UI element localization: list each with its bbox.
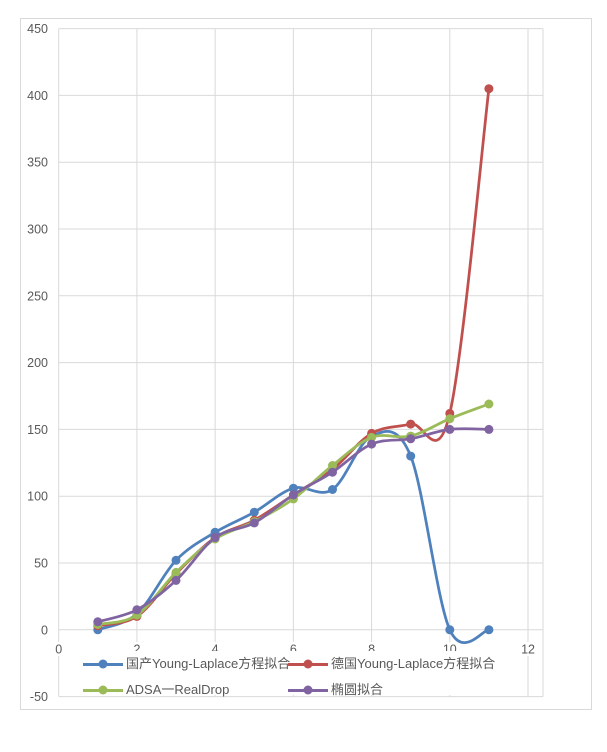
legend-item-german-young-laplace[interactable]: 德国Young-Laplace方程拟合 [288,656,495,672]
legend-item-ellipse-fit[interactable]: 椭圆拟合 [288,682,383,698]
legend-label: ADSA一RealDrop [126,682,230,697]
y-axis-tick-label: 0 [41,623,48,637]
x-label-backing [48,642,69,656]
data-point-marker [171,567,181,577]
x-axis-tick-label: 6 [290,643,297,657]
data-point-marker [367,439,377,449]
data-point-marker [484,424,494,434]
legend-line-marker-icon [288,659,328,669]
data-point-marker [249,507,259,517]
data-point-marker [93,617,103,627]
data-point-marker [132,605,142,615]
data-point-marker [171,555,181,565]
data-point-marker [171,575,181,585]
data-point-marker [328,461,337,470]
y-axis-tick-label: 350 [27,156,48,170]
data-point-marker [445,424,455,434]
data-point-marker [328,467,337,477]
legend-label: 国产Young-Laplace方程拟合 [126,656,291,671]
data-point-marker [445,625,455,635]
y-axis-tick-label: 100 [27,490,48,504]
data-point-marker [484,84,494,94]
y-axis-tick-label: 200 [27,356,48,370]
x-axis-tick-label: 4 [212,643,219,657]
y-axis-tick-label: 450 [27,22,48,36]
legend-item-adsa-realdrop[interactable]: ADSA一RealDrop [83,682,229,698]
data-point-marker [367,432,377,442]
data-point-marker [445,414,455,424]
legend-line-marker-icon [83,659,123,669]
data-point-marker [484,399,494,409]
data-point-marker [249,518,259,528]
x-axis-tick-label: 8 [368,643,375,657]
chart-border [20,18,592,710]
legend-item-domestic-young-laplace[interactable]: 国产Young-Laplace方程拟合 [83,656,290,672]
legend-line-marker-icon [288,685,328,695]
y-axis-tick-label: 300 [27,223,48,237]
data-point-marker [328,485,337,494]
data-point-marker [406,434,416,444]
data-point-marker [484,625,494,635]
x-axis-tick-label: 12 [521,643,535,657]
data-point-marker [288,490,298,500]
series-3 [93,424,494,627]
data-point-marker [210,533,220,543]
y-axis-tick-label: 150 [27,423,48,437]
y-axis-tick-label: 50 [34,557,48,571]
y-axis-tick-label: 400 [27,89,48,103]
x-label-backing [518,642,539,656]
data-point-marker [406,419,416,429]
legend-label: 德国Young-Laplace方程拟合 [331,656,496,671]
x-axis-tick-label: 0 [55,643,62,657]
x-axis-tick-label: 2 [133,643,140,657]
data-point-marker [288,483,298,493]
legend-label: 椭圆拟合 [331,682,384,697]
legend-background [75,651,511,695]
legend-line-marker-icon [83,685,123,695]
y-axis-tick-label: 250 [27,289,48,303]
y-axis-tick-label: -50 [30,690,48,704]
data-point-marker [406,451,416,461]
